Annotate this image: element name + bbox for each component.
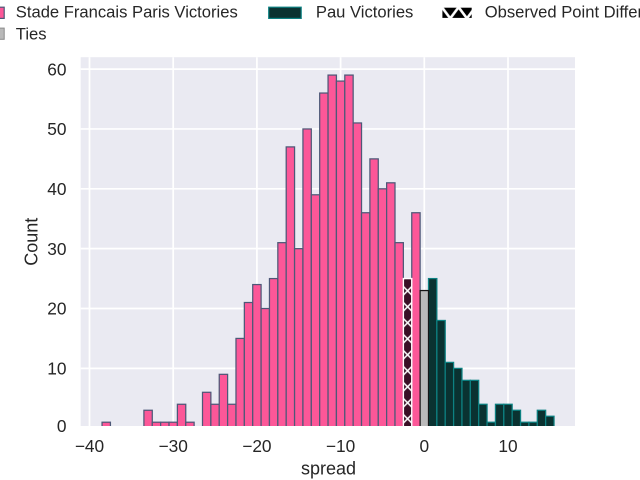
svg-text:−20: −20 [242, 436, 271, 456]
svg-text:spread: spread [301, 458, 356, 478]
svg-text:Stade Francais Paris Victories: Stade Francais Paris Victories [16, 3, 238, 22]
svg-text:Ties: Ties [16, 24, 47, 43]
svg-text:10: 10 [498, 436, 517, 456]
svg-text:40: 40 [47, 179, 66, 199]
svg-text:30: 30 [47, 239, 66, 259]
svg-text:20: 20 [47, 299, 66, 319]
svg-text:10: 10 [47, 359, 66, 379]
svg-text:50: 50 [47, 119, 66, 139]
svg-text:Observed Point Difference: Observed Point Difference [485, 3, 640, 22]
svg-text:−30: −30 [159, 436, 188, 456]
svg-text:60: 60 [47, 59, 66, 79]
svg-text:Count: Count [21, 218, 41, 266]
svg-text:−40: −40 [75, 436, 104, 456]
svg-text:Pau Victories: Pau Victories [316, 3, 413, 22]
svg-text:0: 0 [419, 436, 429, 456]
svg-text:0: 0 [57, 416, 67, 436]
svg-text:−10: −10 [326, 436, 355, 456]
